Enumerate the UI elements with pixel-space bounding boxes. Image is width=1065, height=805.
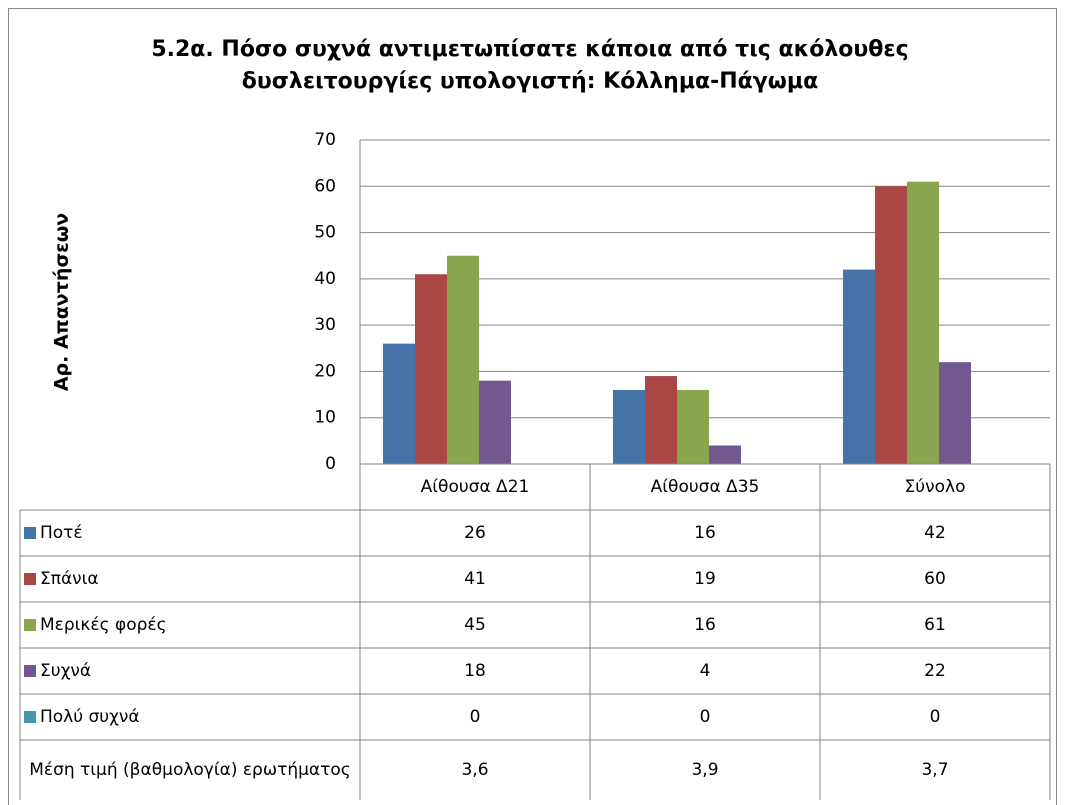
- bar: [383, 343, 415, 464]
- table-value: 16: [694, 615, 716, 635]
- table-value: 0: [700, 707, 711, 727]
- table-value: 22: [924, 661, 946, 681]
- table-value: 42: [924, 523, 946, 543]
- table-value: 18: [464, 661, 486, 681]
- y-axis-label: Αρ. Απαντήσεων: [51, 213, 73, 391]
- table-value: 4: [700, 661, 711, 681]
- bar: [479, 380, 511, 464]
- y-tick-label: 50: [314, 223, 336, 243]
- y-tick-label: 40: [314, 269, 336, 289]
- legend-label: Μερικές φορές: [40, 615, 167, 635]
- table-value: 3,7: [921, 760, 948, 780]
- legend-swatch: [24, 665, 36, 677]
- y-tick-label: 20: [314, 361, 336, 381]
- x-tick-label: Σύνολο: [905, 477, 966, 497]
- table-value: 3,6: [461, 760, 488, 780]
- legend-label: Σπάνια: [40, 569, 99, 589]
- legend-label: Ποτέ: [40, 523, 83, 543]
- table-value: 0: [470, 707, 481, 727]
- table-value: 41: [464, 569, 486, 589]
- bar: [907, 181, 939, 464]
- table-value: 26: [464, 523, 486, 543]
- x-tick-label: Αίθουσα Δ35: [651, 477, 760, 497]
- y-tick-label: 70: [314, 130, 336, 150]
- bar: [875, 186, 907, 465]
- bar: [709, 445, 741, 464]
- y-tick-label: 0: [325, 454, 336, 474]
- table-value: 60: [924, 569, 946, 589]
- bar: [613, 389, 645, 464]
- bar: [447, 255, 479, 464]
- y-tick-label: 10: [314, 408, 336, 428]
- table-value: 0: [930, 707, 941, 727]
- bar: [677, 389, 709, 464]
- legend-swatch: [24, 711, 36, 723]
- legend-swatch: [24, 527, 36, 539]
- table-value: 45: [464, 615, 486, 635]
- bar: [645, 376, 677, 464]
- legend-label: Πολύ συχνά: [40, 707, 140, 727]
- table-value: 61: [924, 615, 946, 635]
- table-value: 16: [694, 523, 716, 543]
- bar: [843, 269, 875, 464]
- y-tick-label: 60: [314, 176, 336, 196]
- bar: [415, 274, 447, 464]
- chart-title: 5.2α. Πόσο συχνά αντιμετωπίσατε κάποια α…: [151, 37, 909, 94]
- table-value: 3,9: [691, 760, 718, 780]
- x-tick-label: Αίθουσα Δ21: [421, 477, 530, 497]
- legend-label: Συχνά: [40, 661, 91, 681]
- table-value: 19: [694, 569, 716, 589]
- legend-swatch: [24, 573, 36, 585]
- extra-row-label: Μέση τιμή (βαθμολογία) ερωτήματος: [29, 760, 351, 780]
- chart-frame: [8, 8, 1057, 805]
- y-tick-label: 30: [314, 315, 336, 335]
- legend-swatch: [24, 619, 36, 631]
- bar: [939, 362, 971, 464]
